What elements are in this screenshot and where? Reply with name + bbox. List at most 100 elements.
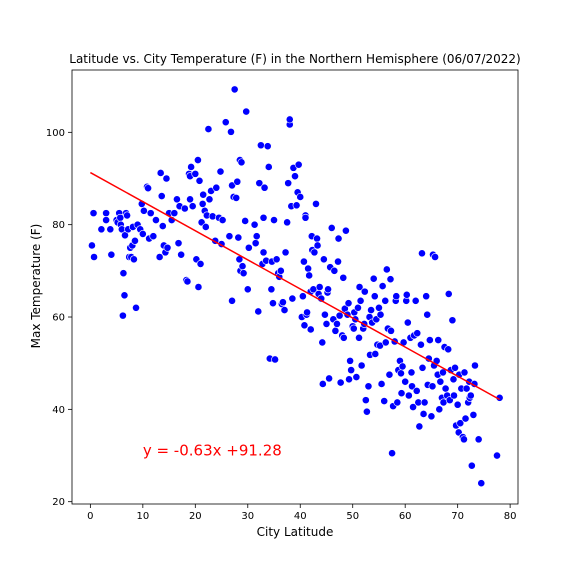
data-point: [280, 306, 289, 314]
data-point: [349, 324, 358, 333]
data-point: [259, 213, 268, 222]
data-point: [291, 172, 299, 181]
data-point: [444, 290, 453, 298]
data-point: [477, 479, 486, 488]
y-axis-label: Max Temperature (F): [29, 224, 43, 349]
data-point: [339, 333, 348, 342]
data-point: [205, 195, 214, 204]
data-point: [382, 265, 391, 274]
data-point: [88, 241, 96, 250]
data-point: [300, 257, 308, 266]
data-point: [194, 156, 202, 164]
data-point: [221, 118, 230, 127]
data-point: [404, 391, 413, 400]
data-point: [462, 384, 471, 393]
data-point: [333, 320, 341, 328]
chart-title: Latitude vs. City Temperature (F) in the…: [69, 52, 520, 66]
data-point: [354, 303, 362, 312]
data-point: [355, 283, 364, 291]
data-point: [434, 336, 443, 344]
data-point: [319, 255, 328, 264]
data-point: [451, 363, 459, 372]
data-point: [339, 273, 348, 282]
data-point: [173, 195, 181, 204]
data-point: [252, 232, 261, 241]
points-layer: [88, 85, 504, 488]
data-point: [228, 181, 236, 190]
data-point: [149, 232, 158, 241]
data-point: [131, 236, 139, 245]
x-axis-ticks: 0 10 20 30 40 50 60 70 80: [87, 504, 516, 522]
data-point: [398, 362, 407, 371]
data-point: [174, 239, 183, 248]
data-point: [162, 174, 171, 183]
data-point: [364, 382, 373, 391]
data-point: [417, 340, 425, 349]
data-point: [441, 384, 450, 393]
data-point: [408, 382, 416, 391]
data-point: [244, 243, 253, 252]
x-tick-label: 20: [189, 511, 202, 522]
data-point: [102, 209, 111, 218]
data-point: [201, 223, 210, 231]
data-point: [325, 374, 334, 383]
data-point: [118, 311, 127, 320]
data-point: [158, 222, 167, 230]
data-point: [334, 234, 343, 243]
x-tick-label: 30: [241, 511, 254, 522]
y-tick-label: 20: [52, 497, 65, 508]
data-point: [234, 233, 243, 242]
data-point: [243, 285, 252, 294]
data-point: [267, 285, 276, 294]
data-point: [347, 366, 356, 375]
data-point: [263, 142, 272, 151]
data-point: [303, 308, 311, 317]
data-point: [294, 160, 303, 169]
data-point: [409, 403, 417, 411]
data-point: [377, 380, 386, 388]
data-point: [284, 179, 293, 188]
data-point: [90, 253, 98, 261]
data-point: [239, 269, 248, 278]
data-point: [397, 389, 406, 398]
x-tick-label: 0: [87, 511, 93, 522]
data-point: [313, 234, 321, 243]
y-tick-label: 80: [52, 220, 65, 231]
data-point: [321, 310, 329, 319]
data-point: [107, 250, 116, 259]
data-point: [300, 321, 309, 330]
data-point: [360, 287, 369, 296]
data-point: [418, 249, 426, 258]
data-point: [216, 167, 225, 176]
x-tick-label: 60: [399, 511, 412, 522]
data-point: [225, 232, 234, 241]
data-point: [411, 296, 420, 305]
data-point: [89, 209, 98, 218]
data-point: [427, 412, 436, 421]
data-point: [187, 163, 196, 171]
data-point: [361, 396, 370, 405]
data-point: [318, 380, 327, 388]
data-point: [250, 220, 259, 229]
data-point: [355, 333, 363, 342]
data-point: [413, 329, 422, 338]
x-tick-label: 50: [346, 511, 359, 522]
data-point: [315, 283, 324, 291]
data-point: [195, 176, 204, 185]
data-point: [199, 190, 208, 199]
data-point: [230, 85, 239, 94]
data-point: [423, 310, 432, 319]
data-point: [156, 169, 165, 177]
data-point: [327, 224, 336, 232]
data-point: [474, 435, 483, 444]
data-point: [449, 375, 458, 384]
data-point: [407, 368, 416, 377]
data-point: [292, 201, 301, 210]
regression-layer: [90, 171, 500, 401]
y-tick-label: 40: [52, 405, 65, 416]
x-axis-label: City Latitude: [257, 525, 334, 539]
data-point: [163, 243, 172, 252]
data-point: [376, 310, 385, 319]
plot-frame: [71, 69, 519, 505]
